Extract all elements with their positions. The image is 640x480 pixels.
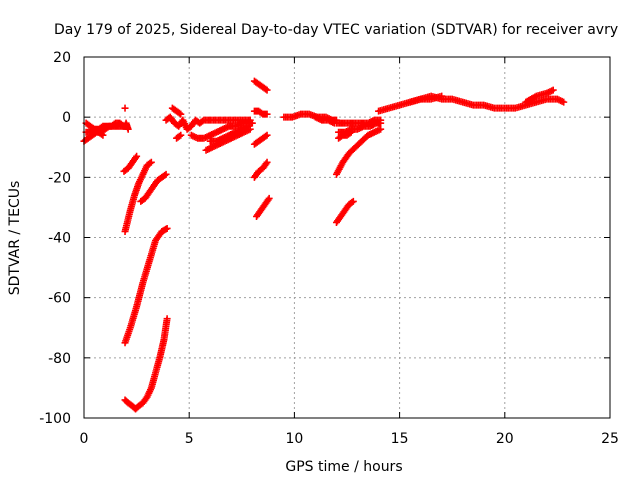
- data-point: [549, 86, 557, 94]
- data-point: [99, 131, 107, 139]
- data-point: [161, 171, 169, 179]
- y-axis-title: SDTVAR / TECUs: [7, 181, 23, 296]
- x-axis-title: GPS time / hours: [285, 459, 402, 475]
- x-tick-label: 10: [285, 431, 303, 447]
- data-point: [263, 158, 271, 166]
- y-tick-label: -100: [39, 411, 71, 427]
- grid-lines: [84, 57, 610, 418]
- data-point: [265, 194, 273, 202]
- y-tick-label: -60: [48, 291, 71, 307]
- y-tick-label: -40: [48, 231, 71, 247]
- data-point: [348, 198, 356, 206]
- data-point: [177, 131, 185, 139]
- data-point: [263, 131, 271, 139]
- data-point: [560, 98, 568, 106]
- data-point: [262, 85, 270, 93]
- data-point: [98, 130, 106, 138]
- data-point: [163, 224, 171, 232]
- chart-title: Day 179 of 2025, Sidereal Day-to-day VTE…: [54, 22, 618, 38]
- data-point: [146, 159, 154, 167]
- data-point: [349, 197, 357, 205]
- data-point: [133, 152, 141, 160]
- x-tick-label: 25: [601, 431, 619, 447]
- data-point: [346, 129, 354, 137]
- data-point: [163, 315, 171, 323]
- x-tick-label: 20: [496, 431, 514, 447]
- data-point: [264, 196, 272, 204]
- data-point: [262, 132, 270, 140]
- plot-frame: [83, 56, 611, 419]
- data-points: [80, 77, 568, 413]
- x-tick-label: 15: [391, 431, 409, 447]
- data-point: [438, 92, 446, 100]
- data-point: [347, 128, 355, 136]
- data-point: [262, 160, 270, 168]
- data-point: [124, 125, 132, 133]
- axis-ticks: 0 5 10 15 20 25 -100 -80 -60 -40 -20 0 20: [39, 50, 619, 447]
- y-tick-label: -20: [48, 170, 71, 186]
- data-point: [531, 93, 539, 101]
- x-tick-label: 5: [185, 431, 194, 447]
- data-point: [377, 119, 385, 127]
- data-point: [175, 109, 183, 117]
- data-point: [132, 154, 140, 162]
- data-point: [377, 125, 385, 133]
- data-point: [177, 110, 185, 118]
- y-tick-label: 20: [53, 50, 71, 66]
- y-tick-label: 0: [62, 110, 71, 126]
- data-point: [263, 110, 271, 118]
- data-point: [162, 170, 170, 178]
- x-tick-label: 0: [80, 431, 89, 447]
- y-tick-label: -80: [48, 351, 71, 367]
- data-point: [121, 104, 129, 112]
- data-point: [263, 86, 271, 94]
- data-point: [247, 119, 255, 127]
- data-point: [147, 158, 155, 166]
- data-point: [175, 132, 183, 140]
